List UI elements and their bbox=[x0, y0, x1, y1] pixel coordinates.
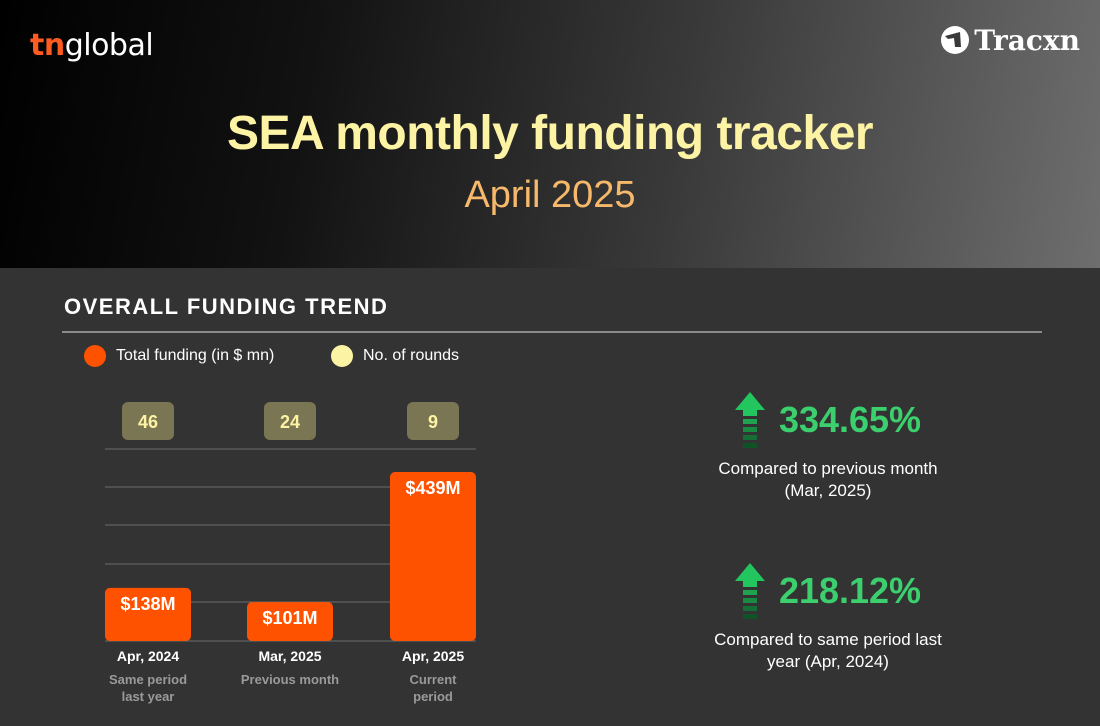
tracxn-logo-text: Tracxn bbox=[974, 23, 1080, 57]
legend-item-funding: Total funding (in $ mn) bbox=[84, 345, 274, 367]
rounds-value-label: 46 bbox=[138, 412, 158, 432]
funding-bar bbox=[247, 602, 333, 641]
rounds-value-label: 9 bbox=[428, 412, 438, 432]
legend-dot-funding bbox=[84, 345, 106, 367]
rounds-value-label: 24 bbox=[280, 412, 300, 432]
legend-label-funding: Total funding (in $ mn) bbox=[116, 347, 275, 364]
header-banner: tnglobal Tracxn SEA monthly funding trac… bbox=[0, 0, 1100, 268]
stat-value: 218.12% bbox=[778, 570, 922, 611]
tracxn-logo-icon bbox=[941, 26, 970, 54]
stat-caption-line1: Compared to same period last bbox=[714, 630, 942, 649]
logo-suffix: global bbox=[64, 28, 154, 63]
page-title: SEA monthly funding tracker bbox=[226, 107, 874, 160]
stat-vs-previous-month: 334.65% Compared to previous month (Mar,… bbox=[658, 392, 998, 502]
tracxn-logo: Tracxn bbox=[940, 23, 1080, 57]
tnglobal-logo: tnglobal bbox=[30, 28, 154, 63]
stat-caption-line2: (Mar, 2025) bbox=[784, 481, 872, 500]
category-sublabel: period bbox=[413, 689, 453, 704]
stat-caption-line1: Compared to previous month bbox=[718, 459, 938, 478]
stat-caption-line2: year (Apr, 2024) bbox=[767, 652, 889, 671]
logo-prefix: tn bbox=[30, 28, 65, 63]
stat-vs-same-period-last-year: 218.12% Compared to same period last yea… bbox=[658, 563, 998, 673]
category-tick-label: Mar, 2025 bbox=[258, 648, 321, 664]
rounds-badge bbox=[407, 402, 459, 440]
category-sublabel: Current bbox=[410, 672, 458, 687]
category-tick-label: Apr, 2025 bbox=[402, 648, 464, 664]
rounds-badge bbox=[264, 402, 316, 440]
category-sublabel: Previous month bbox=[241, 672, 339, 687]
legend-item-rounds: No. of rounds bbox=[331, 345, 459, 367]
rounds-badge bbox=[122, 402, 174, 440]
category-sublabel: Same period bbox=[109, 672, 187, 687]
funding-value-label: $439M bbox=[405, 478, 460, 498]
funding-value-label: $138M bbox=[120, 594, 175, 614]
page-subtitle: April 2025 bbox=[464, 174, 636, 216]
section-divider bbox=[62, 331, 1042, 333]
category-tick-label: Apr, 2024 bbox=[117, 648, 179, 664]
up-arrow-icon bbox=[734, 563, 765, 619]
funding-value-label: $101M bbox=[262, 608, 317, 628]
section-title: OVERALL FUNDING TREND bbox=[64, 294, 389, 319]
funding-bar bbox=[390, 472, 476, 641]
up-arrow-icon bbox=[734, 392, 765, 448]
stat-value: 334.65% bbox=[778, 399, 922, 440]
funding-bar bbox=[105, 587, 191, 641]
category-sublabel: last year bbox=[122, 689, 175, 704]
legend-dot-rounds bbox=[331, 345, 353, 367]
legend-label-rounds: No. of rounds bbox=[363, 347, 460, 364]
